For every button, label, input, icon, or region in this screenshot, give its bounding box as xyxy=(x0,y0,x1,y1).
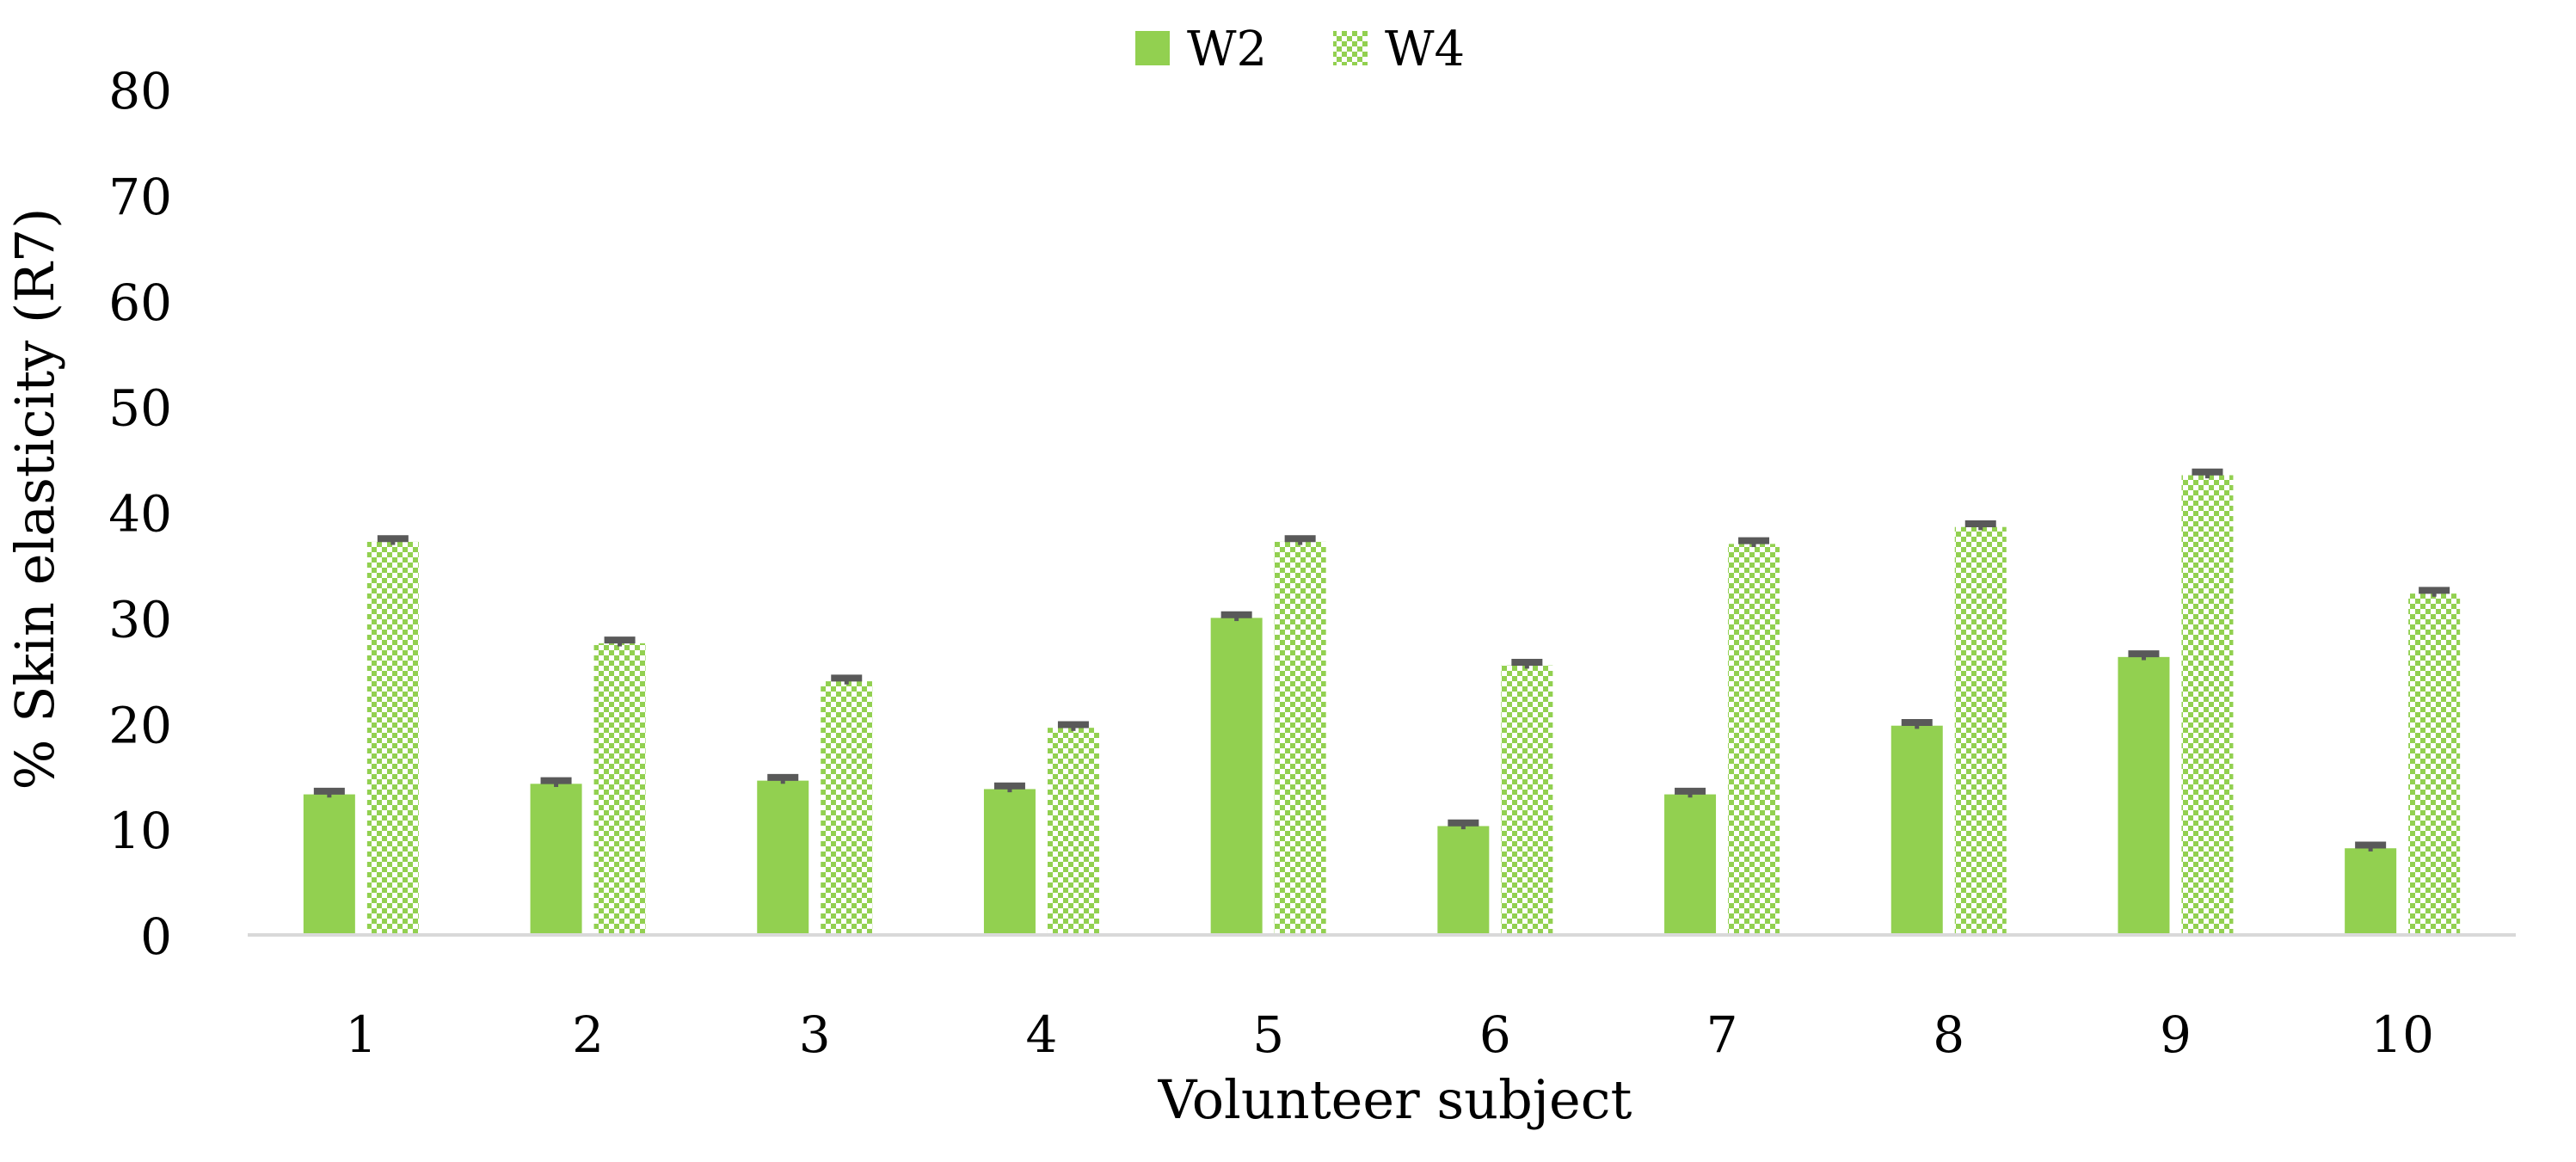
bar-w2-subject-3 xyxy=(757,780,809,935)
y-tick-label: 50 xyxy=(108,379,172,438)
x-tick-label: 8 xyxy=(1933,1005,1964,1064)
y-tick-label: 30 xyxy=(108,590,172,649)
y-axis-tick-labels: 0 10 20 30 40 50 60 70 80 xyxy=(108,62,172,966)
y-axis-label: % Skin elasticity (R7) xyxy=(3,208,66,790)
x-tick-label: 4 xyxy=(1025,1005,1057,1064)
y-tick-label: 10 xyxy=(108,802,172,860)
bar-w4-subject-5 xyxy=(1274,541,1326,935)
x-tick-label: 10 xyxy=(2370,1005,2434,1064)
bar-w2-subject-10 xyxy=(2345,848,2397,935)
legend-label-w2: W2 xyxy=(1187,22,1267,77)
x-tick-label: 5 xyxy=(1252,1005,1284,1064)
bar-w4-subject-8 xyxy=(1954,526,2007,935)
y-tick-label: 40 xyxy=(108,485,172,544)
y-tick-label: 80 xyxy=(108,62,172,120)
bar-w4-subject-7 xyxy=(1728,544,1780,935)
bar-w2-subject-8 xyxy=(1891,725,1943,935)
bar-w4-subject-10 xyxy=(2408,593,2461,935)
x-tick-label: 3 xyxy=(799,1005,831,1064)
x-tick-label: 6 xyxy=(1479,1005,1511,1064)
x-axis-tick-labels: 1 2 3 4 5 6 7 8 9 10 xyxy=(345,1005,2434,1064)
x-tick-label: 1 xyxy=(345,1005,377,1064)
x-tick-label: 2 xyxy=(572,1005,604,1064)
error-bars xyxy=(313,468,2450,852)
x-axis-label: Volunteer subject xyxy=(1158,1068,1632,1131)
legend-label-w4: W4 xyxy=(1385,22,1465,77)
bar-w4-subject-9 xyxy=(2181,475,2234,935)
y-tick-label: 70 xyxy=(108,168,172,226)
bar-w2-subject-2 xyxy=(530,784,582,935)
x-tick-label: 7 xyxy=(1706,1005,1738,1064)
bar-w4-subject-1 xyxy=(366,541,419,935)
bar-w2-subject-1 xyxy=(303,794,355,935)
bar-w4-subject-3 xyxy=(821,681,873,935)
x-tick-label: 9 xyxy=(2160,1005,2192,1064)
legend-item-w4: W4 xyxy=(1333,22,1465,77)
bar-w4-subject-4 xyxy=(1047,728,1099,935)
bar-w2-subject-5 xyxy=(1210,618,1263,935)
bar-w2-subject-7 xyxy=(1664,794,1717,935)
bar-w4-subject-6 xyxy=(1501,665,1553,935)
legend-swatch-w2 xyxy=(1135,31,1170,65)
legend-item-w2: W2 xyxy=(1135,22,1267,77)
y-tick-label: 60 xyxy=(108,274,172,332)
legend-swatch-w4 xyxy=(1333,31,1368,65)
bar-w4-subject-2 xyxy=(593,642,646,935)
y-tick-label: 20 xyxy=(108,696,172,754)
bars xyxy=(303,475,2461,935)
bar-w2-subject-9 xyxy=(2118,656,2170,935)
bar-w2-subject-4 xyxy=(983,789,1036,935)
y-tick-label: 0 xyxy=(140,907,172,966)
bar-w2-subject-6 xyxy=(1437,826,1490,935)
legend: W2 W4 xyxy=(1135,22,1465,77)
